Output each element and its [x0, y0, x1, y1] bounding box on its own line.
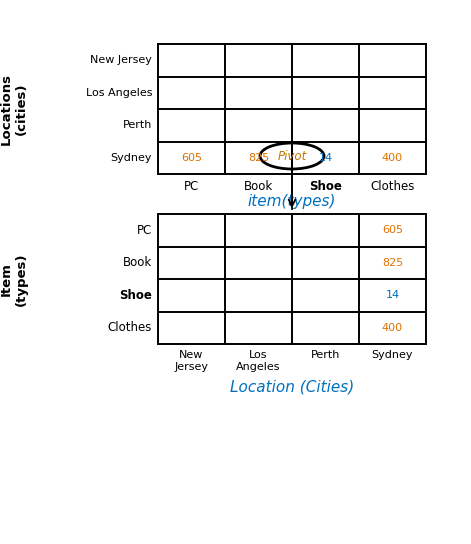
Text: 14: 14	[318, 153, 333, 163]
Text: Book: Book	[123, 256, 152, 269]
Text: PC: PC	[137, 224, 152, 237]
Text: Shoe: Shoe	[309, 180, 342, 193]
Text: 605: 605	[181, 153, 202, 163]
Text: Book: Book	[244, 180, 273, 193]
Text: Sydney: Sydney	[111, 153, 152, 163]
Text: Clothes: Clothes	[370, 180, 414, 193]
Text: item(types): item(types)	[248, 194, 336, 209]
Text: Location (Cities): Location (Cities)	[230, 380, 354, 395]
Text: Perth: Perth	[311, 350, 340, 360]
Text: Shoe: Shoe	[119, 289, 152, 302]
Text: Sydney: Sydney	[372, 350, 413, 360]
Text: New Jersey: New Jersey	[90, 55, 152, 65]
Text: PC: PC	[184, 180, 199, 193]
Text: 400: 400	[382, 153, 403, 163]
Text: Pivot: Pivot	[277, 150, 307, 163]
Text: 825: 825	[382, 258, 403, 268]
Text: Perth: Perth	[122, 120, 152, 130]
Text: Item
(types): Item (types)	[0, 252, 28, 306]
Text: Los Angeles: Los Angeles	[86, 88, 152, 98]
Text: 825: 825	[248, 153, 269, 163]
Text: New
Jersey: New Jersey	[174, 350, 209, 372]
Text: 400: 400	[382, 323, 403, 333]
Text: 605: 605	[382, 225, 403, 235]
Text: 14: 14	[385, 290, 399, 300]
Text: Locations
(cities): Locations (cities)	[0, 73, 28, 145]
Text: Los
Angeles: Los Angeles	[236, 350, 281, 372]
Text: Clothes: Clothes	[108, 322, 152, 334]
